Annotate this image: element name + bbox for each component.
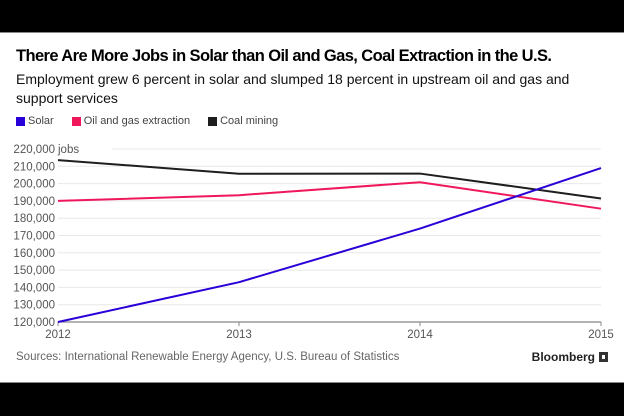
y-tick-label: 220,000 [13,144,55,156]
y-tick-label: 170,000 [13,231,55,243]
y-tick-label: 130,000 [13,300,55,312]
chart-title: There Are More Jobs in Solar than Oil an… [16,47,552,65]
brand-name: Bloomberg [531,350,595,364]
legend-label: Oil and gas extraction [83,115,191,127]
x-tick-label: 2015 [588,329,614,341]
x-tick-label: 2012 [45,329,71,341]
legend-swatch [16,116,25,126]
chart-panel: There Are More Jobs in Solar than Oil an… [0,32,624,383]
legend-item: Solar [16,115,54,127]
legend-label: Coal mining [220,115,279,127]
chart-subtitle: Employment grew 6 percent in solar and s… [16,71,570,106]
y-tick-label: 190,000 [13,196,55,208]
brand-logo: Bloomberg [532,350,608,364]
source-note: Sources: International Renewable Energy … [16,351,400,363]
y-tick-label: 150,000 [13,265,55,277]
legend-label: Solar [28,115,54,127]
legend: Solar Oil and gas extraction Coal mining [16,115,296,127]
y-tick-label: 210,000 [13,161,55,173]
bloomberg-chart-icon [599,352,608,362]
legend-item: Coal mining [208,115,278,127]
x-tick-label: 2013 [226,329,252,341]
y-tick-label: 160,000 [13,248,55,260]
series-line-solar [57,167,602,323]
line-chart: 120,000 130,000 140,000 150,000 160,000 170,0… [13,144,614,341]
series-line-coal-mining [57,159,602,200]
y-tick-label: 180,000 [13,213,55,225]
x-tick-label: 2014 [407,329,433,341]
y-tick-label: 200,000 [13,179,55,191]
y-tick-label: 140,000 [13,282,55,294]
y-axis-unit-label: jobs [57,144,79,156]
y-tick-label: 120,000 [13,317,55,329]
series-line-oil-and-gas-extraction [57,181,602,210]
legend-swatch [208,116,218,126]
legend-swatch [71,116,81,126]
legend-item: Oil and gas extraction [71,115,191,127]
